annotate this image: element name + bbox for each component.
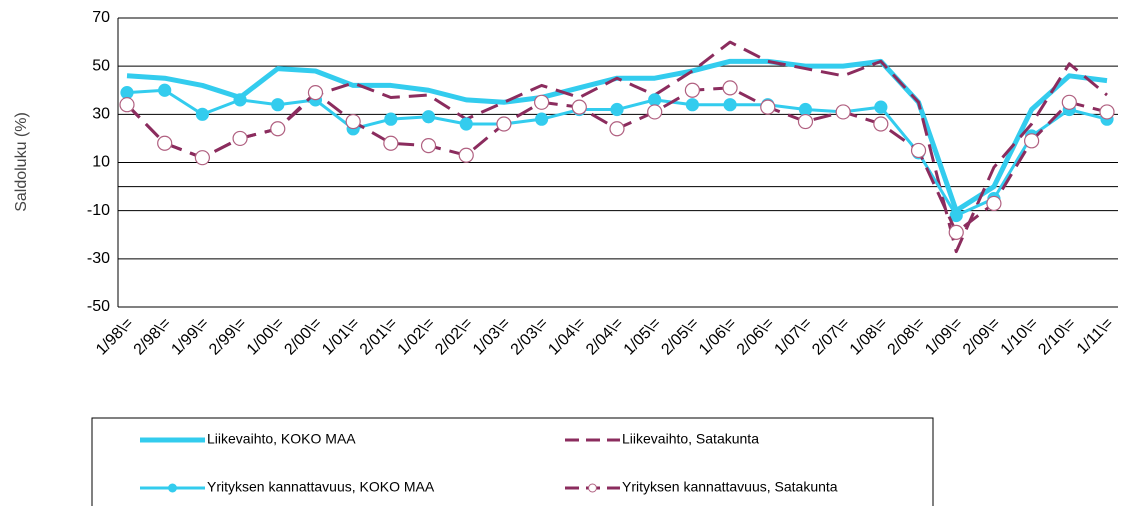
x-tick-label: 2/03\= [508, 315, 552, 359]
point-marker [271, 98, 285, 112]
x-tick-label: 2/07\= [809, 315, 853, 359]
x-tick-label: 1/04\= [545, 315, 589, 359]
point-marker [421, 110, 436, 124]
legend-label: Liikevaihto, KOKO MAA [207, 431, 356, 447]
point-marker [307, 85, 324, 101]
point-marker [157, 135, 173, 151]
x-tick-label: 1/98\= [93, 315, 137, 359]
point-marker [571, 99, 587, 115]
y-axis-label: Saldoluku (%) [13, 112, 30, 212]
x-tick-label: 1/99\= [168, 315, 212, 359]
x-tick-label: 2/08\= [885, 315, 929, 359]
point-marker [1061, 94, 1077, 110]
x-tick-label: 1/02\= [395, 315, 439, 359]
y-tick-label: 70 [92, 9, 110, 26]
y-tick-label: 10 [92, 154, 110, 171]
legend-label: Yrityksen kannattavuus, Satakunta [622, 479, 838, 495]
point-marker [535, 112, 549, 126]
x-tick-label: 1/06\= [696, 315, 740, 359]
x-tick-label: 1/11\= [1074, 315, 1117, 358]
point-marker [610, 102, 624, 117]
point-marker [684, 82, 700, 98]
x-tick-label: 2/09\= [960, 315, 1004, 359]
x-tick-label: 1/03\= [470, 315, 514, 359]
point-marker [420, 138, 437, 154]
point-marker [233, 93, 247, 107]
point-marker [194, 150, 210, 166]
legend-label: Liikevaihto, Satakunta [622, 431, 759, 447]
point-marker [158, 83, 172, 97]
point-marker [798, 102, 813, 117]
point-marker [384, 112, 398, 126]
point-marker [534, 94, 550, 110]
x-tick-label: 1/08\= [847, 315, 891, 359]
x-tick-label: 2/10\= [1035, 315, 1079, 359]
point-marker [948, 224, 964, 240]
x-tick-label: 2/00\= [281, 315, 325, 359]
point-marker [760, 99, 776, 115]
y-tick-label: 50 [92, 57, 110, 74]
x-tick-label: 2/98\= [131, 315, 175, 359]
x-tick-label: 2/04\= [583, 315, 627, 359]
point-marker [722, 80, 738, 96]
y-tick-label: -30 [87, 250, 110, 267]
legend-box [91, 417, 934, 506]
point-marker [1024, 133, 1040, 149]
point-marker [910, 142, 927, 159]
point-marker [797, 113, 814, 130]
point-marker [685, 98, 699, 112]
x-tick-label: 1/00\= [244, 315, 288, 359]
point-marker [458, 147, 474, 163]
y-tick-label: -50 [87, 298, 110, 315]
point-marker [874, 100, 888, 114]
point-marker [383, 135, 399, 151]
legend: Liikevaihto, KOKO MAA Liikevaihto, Sataku… [140, 431, 838, 495]
legend-label: Yrityksen kannattavuus, KOKO MAA [207, 479, 435, 495]
x-tick-label: 1/01\= [319, 315, 363, 359]
x-tick-label: 2/05\= [658, 315, 702, 359]
point-marker [232, 130, 248, 147]
point-marker [835, 104, 851, 120]
point-marker [195, 107, 209, 121]
point-marker [986, 195, 1002, 212]
x-tick-label: 1/07\= [771, 315, 815, 359]
point-marker [270, 121, 286, 137]
legend-marker [588, 483, 597, 493]
x-tick-label: 2/06\= [734, 315, 778, 359]
x-tick-label: 2/01\= [357, 315, 401, 359]
x-tick-label: 1/09\= [922, 315, 966, 359]
point-marker [459, 117, 473, 131]
y-tick-label: 30 [92, 106, 110, 123]
point-marker [723, 98, 737, 112]
x-tick-label: 1/05\= [621, 315, 665, 359]
point-marker [120, 86, 134, 100]
point-marker [949, 208, 963, 223]
point-marker [1099, 104, 1115, 120]
point-marker [648, 93, 662, 107]
y-tick-label: -10 [87, 202, 110, 219]
point-marker [873, 116, 889, 132]
point-marker [609, 121, 625, 137]
legend-marker [168, 483, 177, 493]
point-marker [119, 97, 135, 113]
x-tick-label: 2/99\= [206, 315, 250, 359]
point-marker [496, 116, 512, 132]
x-tick-label: 1/10\= [998, 315, 1042, 359]
point-marker [647, 104, 663, 120]
point-marker [345, 113, 361, 130]
x-tick-label: 2/02\= [432, 315, 476, 359]
